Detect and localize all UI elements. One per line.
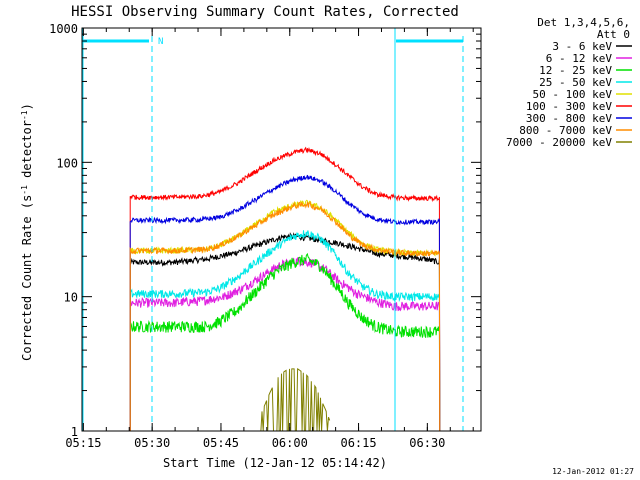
night-label: N: [158, 37, 163, 47]
y-axis-label-sup1: -1: [20, 185, 29, 195]
legend-header-line-1: Det 1,3,4,5,6,: [537, 16, 630, 29]
x-tick-label-1: 05:30: [134, 436, 170, 450]
legend-label-8: 800 - 7000 keV: [519, 124, 612, 137]
series-line-6: [129, 146, 441, 432]
series-line-7: [129, 174, 441, 432]
y-tick-label-1: 10: [64, 291, 78, 305]
y-tick-label-3: 1000: [49, 22, 78, 36]
legend-label-3: 12 - 25 keV: [539, 64, 612, 77]
plot-frame: [81, 27, 482, 432]
y-axis-label-end: ): [20, 103, 34, 110]
x-tick-label-2: 05:45: [203, 436, 239, 450]
legend-label-4: 25 - 50 keV: [539, 76, 612, 89]
legend-label-6: 100 - 300 keV: [526, 100, 612, 113]
series-line-4: [129, 230, 441, 432]
x-tick-label-5: 06:30: [409, 436, 445, 450]
axes: 05:15 05:30 05:45 06:00 06:15 06:30 1 10 100 1000: [49, 22, 482, 450]
night-markers: N: [82, 28, 464, 431]
y-axis-label-mid: detector: [20, 120, 34, 185]
y-tick-label-2: 100: [56, 156, 78, 170]
x-tick-label-3: 06:00: [272, 436, 308, 450]
legend-label-5: 50 - 100 keV: [533, 88, 613, 101]
legend-header-line-2: Att 0: [597, 28, 630, 41]
series-line-8: [129, 200, 441, 432]
legend-label-1: 3 - 6 keV: [552, 40, 612, 53]
series-line-3: [129, 252, 441, 432]
legend-label-7: 300 - 800 keV: [526, 112, 612, 125]
y-axis-label-main: Corrected Count Rate (s: [20, 195, 34, 361]
series-line-9: [258, 368, 331, 432]
y-axis-label: Corrected Count Rate (s-1 detector-1): [20, 103, 35, 361]
x-tick-label-0: 05:15: [65, 436, 101, 450]
x-tick-label-4: 06:15: [340, 436, 376, 450]
footer-date: 12-Jan-2012 01:27: [552, 467, 634, 476]
series-layer: [129, 146, 441, 432]
legend-label-9: 7000 - 20000 keV: [506, 136, 612, 149]
chart-title: HESSI Observing Summary Count Rates, Cor…: [71, 4, 459, 20]
y-tick-label-0: 1: [71, 425, 78, 439]
legend-label-2: 6 - 12 keV: [546, 52, 613, 65]
y-axis-label-sup2: -1: [20, 110, 29, 120]
x-axis-label: Start Time (12-Jan-12 05:14:42): [163, 456, 387, 470]
